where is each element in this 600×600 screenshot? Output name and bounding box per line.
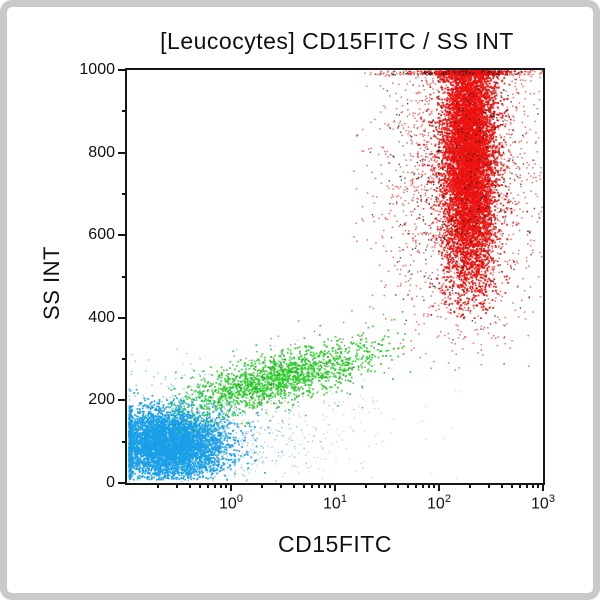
x-minor-tick <box>311 483 313 488</box>
x-minor-tick <box>293 483 295 488</box>
x-minor-tick <box>422 483 424 488</box>
x-minor-tick <box>189 483 191 488</box>
x-major-tick <box>438 483 440 491</box>
y-axis-label: SS INT <box>39 246 64 320</box>
x-minor-tick <box>511 483 513 488</box>
y-minor-tick <box>122 193 127 195</box>
x-minor-tick <box>214 483 216 488</box>
y-major-tick <box>118 234 127 236</box>
x-tick-label: 102 <box>427 493 451 513</box>
x-minor-tick <box>280 483 282 488</box>
plot-area <box>125 68 545 485</box>
x-minor-tick <box>225 483 227 488</box>
y-major-tick <box>118 152 127 154</box>
x-minor-tick <box>537 483 539 488</box>
chart-title: [Leucocytes] CD15FITC / SS INT <box>160 28 514 54</box>
x-minor-tick <box>207 483 209 488</box>
x-major-tick <box>542 483 544 491</box>
x-minor-tick <box>303 483 305 488</box>
y-tick-label: 1000 <box>79 61 115 78</box>
y-minor-tick <box>122 110 127 112</box>
x-minor-tick <box>501 483 503 488</box>
x-minor-tick <box>261 483 263 488</box>
x-minor-tick <box>532 483 534 488</box>
x-tick-label: 101 <box>323 493 347 513</box>
x-minor-tick <box>176 483 178 488</box>
y-major-tick <box>118 482 127 484</box>
x-minor-tick <box>324 483 326 488</box>
x-minor-tick <box>428 483 430 488</box>
x-minor-tick <box>433 483 435 488</box>
x-major-tick <box>230 483 232 491</box>
x-tick-label: 100 <box>219 493 243 513</box>
x-major-tick <box>334 483 336 491</box>
x-minor-tick <box>397 483 399 488</box>
y-minor-tick <box>122 276 127 278</box>
x-minor-tick <box>488 483 490 488</box>
scatter-canvas <box>127 70 543 483</box>
x-minor-tick <box>469 483 471 488</box>
y-tick-label: 200 <box>88 391 115 408</box>
y-major-tick <box>118 69 127 71</box>
x-axis-label: CD15FITC <box>278 531 392 557</box>
x-minor-tick <box>329 483 331 488</box>
x-minor-tick <box>220 483 222 488</box>
y-major-tick <box>118 399 127 401</box>
y-tick-label: 800 <box>88 144 115 161</box>
y-minor-tick <box>122 358 127 360</box>
y-tick-label: 0 <box>106 474 115 491</box>
y-tick-label: 400 <box>88 309 115 326</box>
y-major-tick <box>118 317 127 319</box>
y-minor-tick <box>122 441 127 443</box>
x-minor-tick <box>384 483 386 488</box>
x-minor-tick <box>407 483 409 488</box>
x-tick-label: 103 <box>531 493 555 513</box>
x-minor-tick <box>519 483 521 488</box>
x-minor-tick <box>415 483 417 488</box>
y-tick-label: 600 <box>88 226 115 243</box>
x-minor-tick <box>526 483 528 488</box>
x-minor-tick <box>365 483 367 488</box>
x-minor-tick <box>318 483 320 488</box>
x-minor-tick <box>157 483 159 488</box>
x-minor-tick <box>199 483 201 488</box>
